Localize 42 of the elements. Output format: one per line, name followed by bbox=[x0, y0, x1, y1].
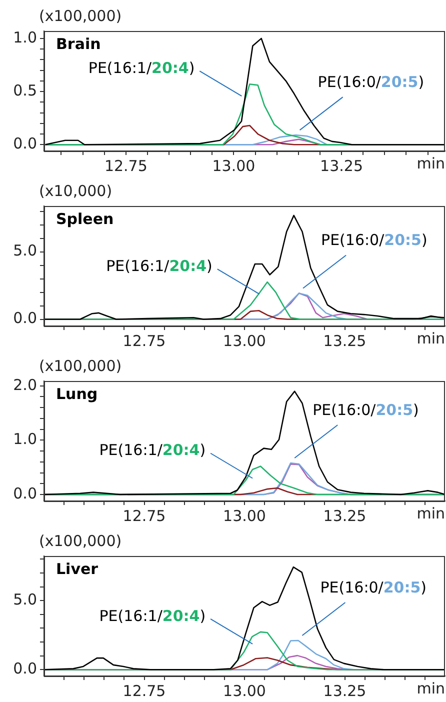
text: PE(16:0/20:5) bbox=[320, 578, 427, 596]
text: PE(16:1/20:4) bbox=[106, 256, 212, 275]
x-axis-title: min bbox=[416, 329, 445, 348]
chart-title: Lung bbox=[56, 384, 98, 403]
x-tick-label: 13.25 bbox=[323, 506, 366, 525]
y-tick-label: 0.0 bbox=[13, 134, 37, 153]
text: PE(16:1/20:4) bbox=[99, 441, 206, 460]
y-axis-title: (x100,000) bbox=[39, 356, 122, 375]
y-tick-label: 5.0 bbox=[13, 242, 37, 260]
x-tick-label: 13.25 bbox=[323, 332, 366, 350]
x-tick-label: 12.75 bbox=[104, 156, 148, 175]
y-tick-label: 0.0 bbox=[13, 484, 37, 502]
y-tick-label: 2.0 bbox=[13, 376, 37, 394]
x-axis-title: min bbox=[416, 154, 445, 172]
text: PE(16:0/20:5) bbox=[321, 231, 428, 250]
y-tick-label: 0.0 bbox=[13, 660, 37, 678]
chart-title: Brain bbox=[56, 34, 101, 53]
chart-title: Liver bbox=[56, 560, 99, 578]
text: PE(16:0/20:5) bbox=[312, 400, 419, 419]
x-tick-label: 13.25 bbox=[323, 682, 366, 700]
x-axis-title: min bbox=[416, 679, 445, 698]
y-tick-label: 5.0 bbox=[13, 590, 37, 608]
y-tick-label: 0.5 bbox=[13, 81, 37, 100]
x-tick-label: 13.00 bbox=[223, 682, 266, 700]
x-tick-label: 13.00 bbox=[223, 332, 266, 350]
y-tick-label: 1.0 bbox=[13, 430, 37, 448]
text: PE(16:1/20:4) bbox=[99, 606, 206, 625]
y-axis-title: (x100,000) bbox=[39, 532, 122, 550]
y-tick-label: 0.0 bbox=[13, 309, 37, 328]
y-tick-label: 1.0 bbox=[13, 28, 37, 46]
text: PE(16:1/20:4) bbox=[88, 58, 195, 77]
chart-title: Spleen bbox=[56, 210, 114, 228]
y-axis-title: (x10,000) bbox=[39, 182, 112, 200]
x-tick-label: 12.75 bbox=[122, 506, 166, 525]
x-tick-label: 13.25 bbox=[320, 156, 363, 175]
y-axis-title: (x100,000) bbox=[39, 6, 122, 25]
x-axis-title: min bbox=[416, 504, 445, 522]
x-tick-label: 13.00 bbox=[223, 506, 266, 525]
x-tick-label: 12.75 bbox=[122, 682, 166, 700]
x-tick-label: 13.00 bbox=[212, 156, 256, 175]
text: PE(16:0/20:5) bbox=[318, 72, 424, 91]
x-tick-label: 12.75 bbox=[122, 332, 166, 350]
